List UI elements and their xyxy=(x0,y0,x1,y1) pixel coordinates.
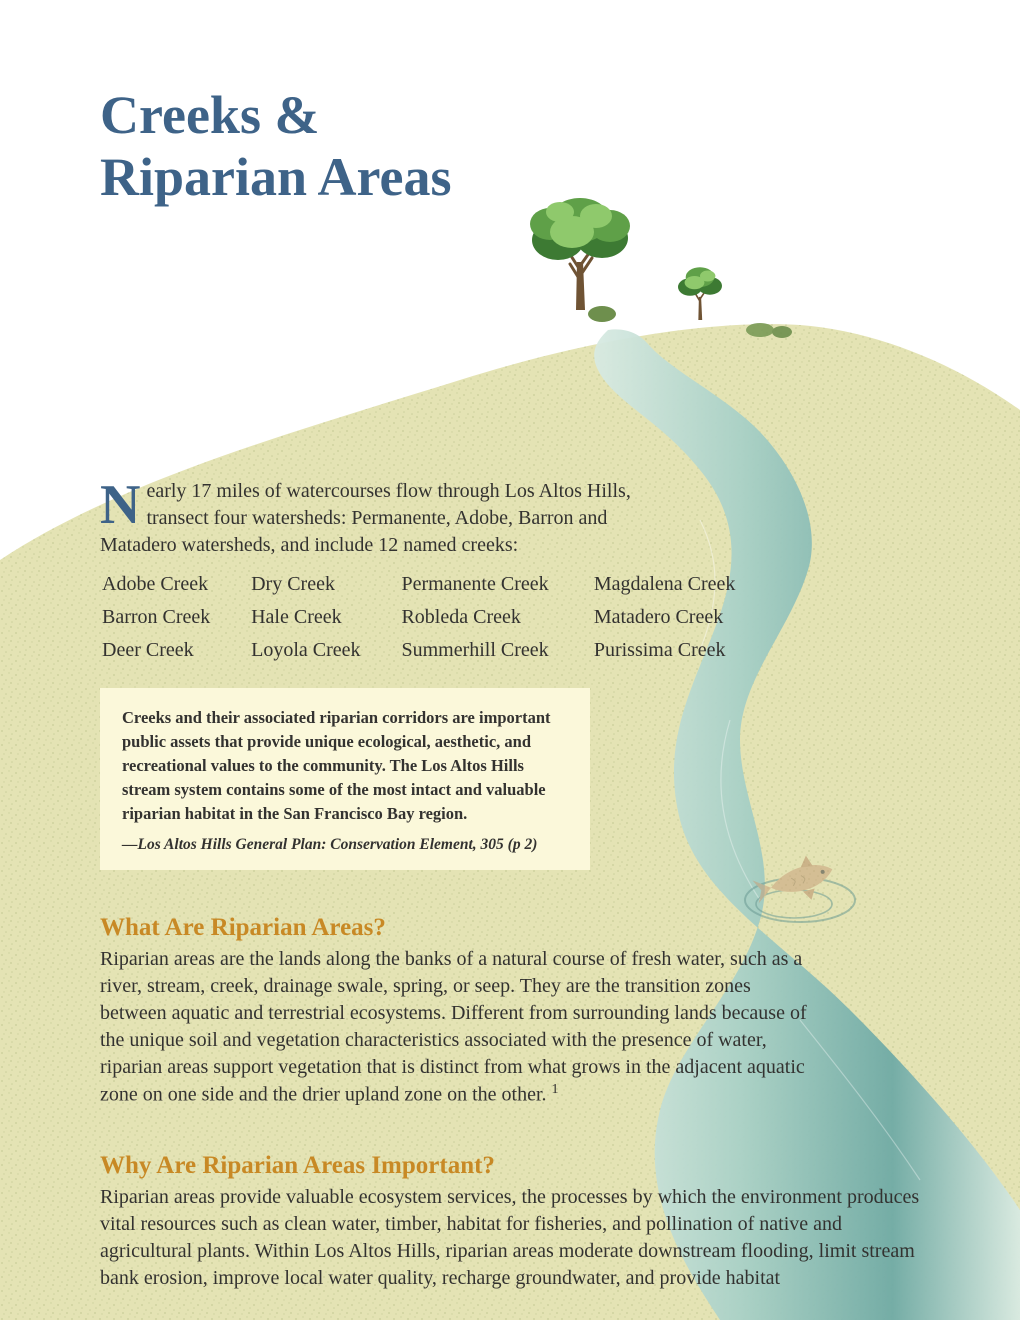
creek-name: Adobe Creek xyxy=(102,569,249,600)
creek-name: Deer Creek xyxy=(102,635,249,666)
creek-name: Purissima Creek xyxy=(594,635,778,666)
creek-name: Loyola Creek xyxy=(251,635,399,666)
table-row: Adobe CreekDry CreekPermanente CreekMagd… xyxy=(102,569,778,600)
creek-name: Barron Creek xyxy=(102,602,249,633)
creek-name: Dry Creek xyxy=(251,569,399,600)
intro-text: early 17 miles of watercourses flow thro… xyxy=(100,480,631,556)
title-text: Creeks &Riparian Areas xyxy=(100,85,452,207)
table-row: Deer CreekLoyola CreekSummerhill CreekPu… xyxy=(102,635,778,666)
section-body-what: Riparian areas are the lands along the b… xyxy=(100,946,820,1109)
creeks-table: Adobe CreekDry CreekPermanente CreekMagd… xyxy=(100,567,780,668)
section-heading-why: Why Are Riparian Areas Important? xyxy=(100,1152,920,1180)
creek-name: Matadero Creek xyxy=(594,602,778,633)
creek-name: Permanente Creek xyxy=(401,569,591,600)
footnote-ref: 1 xyxy=(552,1082,559,1097)
intro-paragraph: N early 17 miles of watercourses flow th… xyxy=(100,478,660,559)
creek-name: Hale Creek xyxy=(251,602,399,633)
table-row: Barron CreekHale CreekRobleda CreekMatad… xyxy=(102,602,778,633)
pull-quote-box: Creeks and their associated riparian cor… xyxy=(100,688,590,870)
drop-cap: N xyxy=(100,482,140,530)
section-body-why: Riparian areas provide valuable ecosyste… xyxy=(100,1184,920,1292)
quote-text: Creeks and their associated riparian cor… xyxy=(122,706,568,826)
creek-name: Summerhill Creek xyxy=(401,635,591,666)
page-title: Creeks &Riparian Areas xyxy=(100,84,920,208)
quote-citation: —Los Altos Hills General Plan: Conservat… xyxy=(122,836,568,854)
section-heading-what: What Are Riparian Areas? xyxy=(100,914,920,942)
creek-name: Robleda Creek xyxy=(401,602,591,633)
creek-name: Magdalena Creek xyxy=(594,569,778,600)
